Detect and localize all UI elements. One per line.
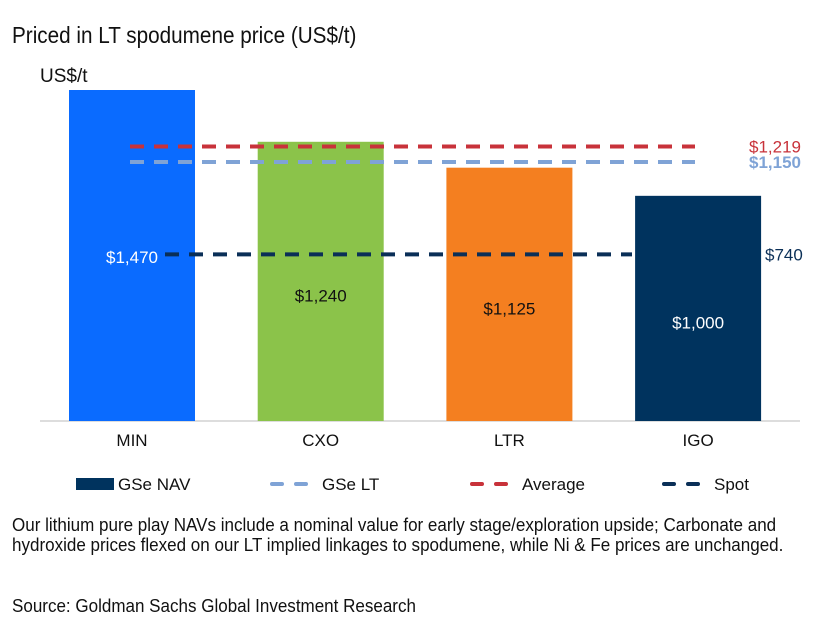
legend-label: Average <box>522 475 585 494</box>
x-tick-label: IGO <box>683 431 714 450</box>
y-axis-label: US$/t <box>40 66 88 87</box>
ref-line-label: $1,219 <box>749 138 801 157</box>
source: Source: Goldman Sachs Global Investment … <box>12 595 416 616</box>
legend-label: GSe NAV <box>118 475 191 494</box>
bar-igo <box>635 195 762 421</box>
legend-label: Spot <box>714 475 749 494</box>
ref-line-label: $1,150 <box>749 153 801 172</box>
ref-line-label: $740 <box>765 245 803 264</box>
x-tick-label: LTR <box>494 431 525 450</box>
footnote: Our lithium pure play NAVs include a nom… <box>12 514 784 555</box>
data-label: $1,125 <box>483 299 535 318</box>
chart-title: Priced in LT spodumene price (US$/t) <box>12 22 357 48</box>
data-label: $1,000 <box>672 313 724 332</box>
chart-area: US$/t MIN $1,470 CXO $1,240 LTR $1,125 IGO $1,0… <box>40 66 803 494</box>
legend-swatch-gse-nav <box>76 478 114 490</box>
data-label: $1,240 <box>295 286 347 305</box>
x-tick-label: MIN <box>116 431 147 450</box>
x-tick-label: CXO <box>302 431 339 450</box>
legend-label: GSe LT <box>322 475 379 494</box>
bar-ltr <box>446 167 573 421</box>
data-label: $1,470 <box>106 248 158 267</box>
bar-cxo <box>257 141 384 421</box>
